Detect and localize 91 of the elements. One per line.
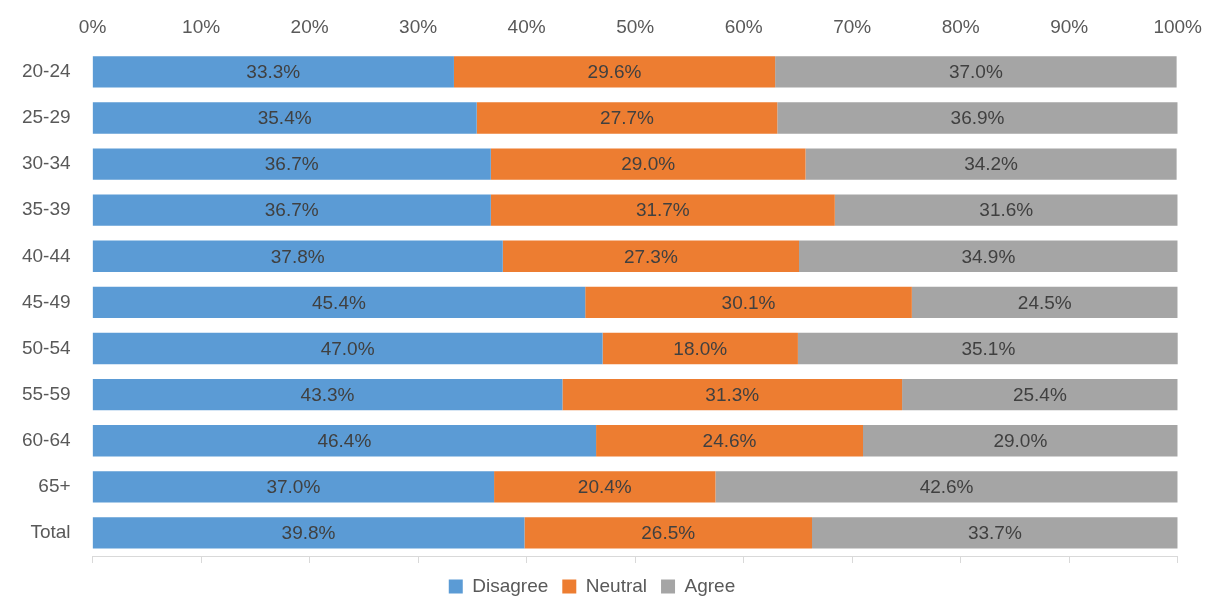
y-tick-label: 25-29 <box>21 106 71 128</box>
bar <box>585 286 912 319</box>
bar <box>92 194 491 226</box>
x-tick-label: 90% <box>1050 15 1089 37</box>
data-label: 34.2% <box>964 153 1019 175</box>
data-label: 29.0% <box>993 429 1048 451</box>
bar <box>715 471 1178 503</box>
data-label: 42.6% <box>919 476 974 498</box>
x-tick-label: 40% <box>507 15 546 37</box>
data-label: 39.8% <box>281 522 336 544</box>
bar <box>902 378 1178 411</box>
data-label: 33.7% <box>967 522 1022 544</box>
data-label: 36.7% <box>264 153 319 175</box>
bar <box>797 332 1178 365</box>
x-tick-label: 10% <box>182 15 221 37</box>
data-label: 35.4% <box>257 107 312 129</box>
x-tick-label: 50% <box>616 15 655 37</box>
data-label: 34.9% <box>961 245 1016 267</box>
data-label: 47.0% <box>320 337 375 359</box>
y-tick-label: Total <box>30 521 71 543</box>
data-label: 37.0% <box>948 61 1003 83</box>
data-label: 31.6% <box>979 199 1034 221</box>
y-tick-label: 55-59 <box>21 382 71 404</box>
data-label: 24.6% <box>702 429 757 451</box>
data-label: 29.6% <box>587 61 642 83</box>
bar <box>494 471 716 503</box>
y-tick-label: 30-34 <box>21 152 72 174</box>
y-tick-label: 60-64 <box>21 428 72 450</box>
y-tick-label: 20-24 <box>21 60 72 82</box>
bar <box>490 148 806 180</box>
bar <box>805 148 1177 180</box>
bar <box>502 240 799 272</box>
data-label: 37.8% <box>270 245 325 267</box>
bar <box>775 56 1177 88</box>
data-label: 31.3% <box>705 383 760 405</box>
data-label: 27.7% <box>600 107 655 129</box>
bar <box>92 148 491 180</box>
data-label: 36.7% <box>264 199 319 221</box>
bar <box>602 332 798 365</box>
data-label: 20.4% <box>577 476 632 498</box>
data-label: 27.3% <box>623 245 678 267</box>
bar <box>92 425 597 457</box>
data-label: 35.1% <box>961 337 1016 359</box>
x-tick-label: 60% <box>724 15 763 37</box>
bar <box>92 471 495 503</box>
x-tick-label: 100% <box>1153 15 1203 37</box>
bar <box>812 517 1178 549</box>
bar <box>92 286 586 319</box>
bar <box>799 240 1178 272</box>
data-label: 37.0% <box>266 476 321 498</box>
bar <box>863 425 1178 457</box>
bar <box>777 102 1178 134</box>
bar <box>596 425 864 457</box>
bar <box>92 378 563 411</box>
y-tick-label: 65+ <box>38 475 71 497</box>
y-tick-label: 45-49 <box>21 290 71 312</box>
bar <box>92 517 525 549</box>
data-label: 43.3% <box>300 383 355 405</box>
bar <box>490 194 835 226</box>
data-label: 36.9% <box>950 107 1005 129</box>
bar <box>92 102 477 134</box>
legend-label: Agree <box>684 574 736 596</box>
x-tick-label: 30% <box>399 15 438 37</box>
data-label: 30.1% <box>721 291 776 313</box>
bar <box>834 194 1178 226</box>
x-tick-label: 0% <box>78 15 107 37</box>
data-label: 29.0% <box>621 153 676 175</box>
data-label: 25.4% <box>1012 383 1067 405</box>
legend-label: Disagree <box>472 574 549 596</box>
bar <box>92 240 503 272</box>
data-label: 31.7% <box>635 199 690 221</box>
data-label: 24.5% <box>1017 291 1072 313</box>
x-tick-label: 70% <box>833 15 872 37</box>
bar <box>453 56 776 88</box>
bar <box>92 332 603 365</box>
data-label: 46.4% <box>317 429 372 451</box>
data-label: 26.5% <box>641 522 696 544</box>
data-label: 45.4% <box>311 291 366 313</box>
y-tick-label: 35-39 <box>21 198 71 220</box>
data-label: 18.0% <box>673 337 728 359</box>
bar <box>562 378 903 411</box>
y-tick-label: 40-44 <box>21 244 72 266</box>
y-tick-label: 50-54 <box>21 336 72 358</box>
bar <box>524 517 813 549</box>
bar <box>92 56 454 88</box>
bar <box>911 286 1178 319</box>
x-tick-label: 20% <box>290 15 329 37</box>
legend-label: Neutral <box>585 574 648 596</box>
bar <box>476 102 778 134</box>
x-tick-label: 80% <box>941 15 980 37</box>
data-label: 33.3% <box>246 61 301 83</box>
